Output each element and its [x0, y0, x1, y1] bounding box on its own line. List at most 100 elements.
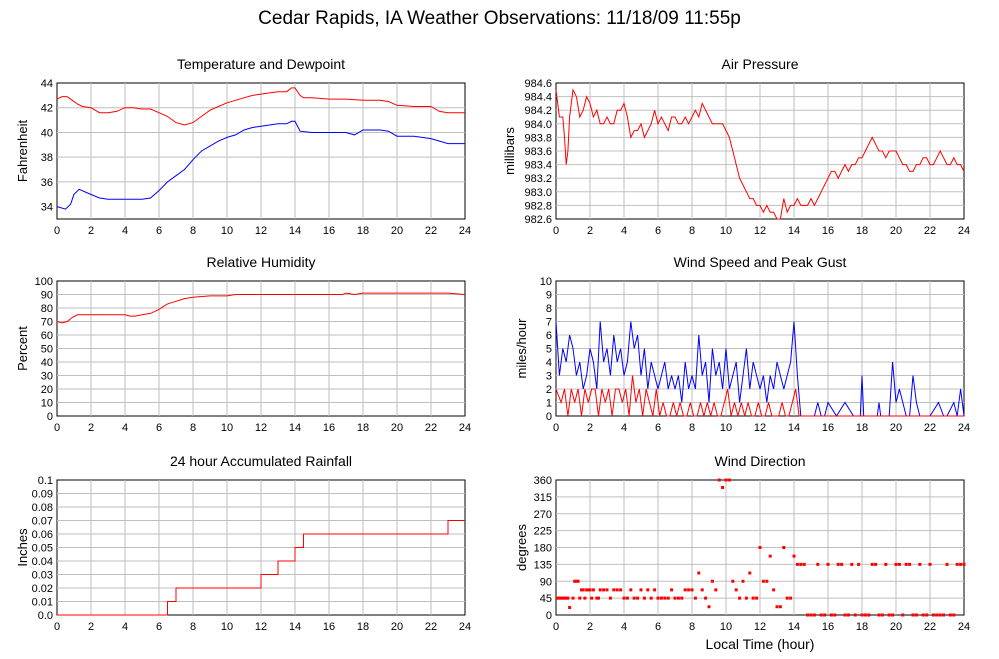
data-point: [656, 596, 660, 600]
data-point: [795, 562, 799, 566]
x-tick-label: 18: [856, 422, 868, 434]
x-tick-label: 8: [190, 225, 196, 237]
y-tick-label: 360: [534, 475, 552, 487]
y-tick-label: 984.4: [524, 92, 552, 104]
data-point: [573, 579, 577, 583]
data-point: [840, 562, 844, 566]
data-point: [758, 546, 762, 549]
data-point: [819, 613, 823, 617]
y-tick-label: 44: [41, 78, 53, 90]
data-point: [812, 613, 816, 617]
y-tick-label: 4: [546, 357, 552, 369]
data-point: [683, 588, 687, 592]
data-point: [867, 613, 871, 617]
chart-title: Temperature and Dewpoint: [177, 56, 345, 72]
x-tick-label: 0: [54, 621, 60, 633]
series-line: [56, 120, 465, 210]
data-point: [891, 613, 895, 617]
x-tick-label: 0: [553, 225, 559, 237]
x-tick-label: 16: [323, 225, 335, 237]
data-point: [938, 613, 942, 617]
x-tick-label: 20: [890, 422, 902, 434]
chart-title: Relative Humidity: [207, 254, 316, 270]
x-tick-label: 16: [323, 621, 335, 633]
x-tick-label: 8: [689, 621, 695, 633]
data-point: [755, 596, 759, 600]
x-tick-label: 10: [720, 422, 732, 434]
data-point: [717, 478, 721, 482]
data-point: [778, 605, 782, 609]
x-tick-label: 0: [553, 422, 559, 434]
data-point: [870, 562, 874, 566]
data-point: [642, 596, 646, 600]
x-tick-label: 6: [655, 422, 661, 434]
data-point: [823, 613, 827, 617]
x-tick-label: 6: [156, 422, 162, 434]
x-tick-label: 18: [856, 225, 868, 237]
data-point: [591, 588, 595, 592]
data-point: [744, 596, 748, 600]
y-tick-label: 0.05: [32, 543, 53, 555]
y-tick-label: 42: [41, 103, 53, 115]
data-point: [666, 596, 670, 600]
data-point: [741, 579, 745, 583]
y-tick-label: 0: [546, 610, 552, 622]
data-point: [653, 588, 657, 592]
data-point: [680, 596, 684, 600]
data-point: [918, 562, 922, 566]
y-tick-label: 983.6: [524, 146, 552, 158]
y-tick-label: 38: [41, 152, 53, 164]
data-point: [659, 596, 663, 600]
data-point: [608, 596, 612, 600]
chart-title: Wind Speed and Peak Gust: [674, 254, 847, 270]
data-point: [904, 562, 908, 566]
data-point: [901, 613, 905, 617]
data-point: [559, 596, 563, 600]
data-point: [615, 588, 619, 592]
x-tick-label: 14: [289, 621, 301, 633]
x-tick-label: 0: [553, 621, 559, 633]
y-tick-label: 225: [534, 526, 552, 538]
data-point: [622, 596, 626, 600]
data-point: [632, 596, 636, 600]
data-point: [586, 588, 590, 592]
data-point: [581, 588, 585, 592]
x-tick-label: 22: [924, 225, 936, 237]
y-tick-label: 45: [540, 593, 552, 605]
data-point: [887, 613, 891, 617]
data-point: [563, 596, 566, 600]
y-tick-label: 0: [546, 411, 552, 423]
x-tick-label: 24: [958, 621, 970, 633]
data-point: [727, 478, 731, 482]
y-tick-label: 5: [546, 344, 552, 356]
data-point: [721, 486, 725, 489]
x-tick-label: 22: [425, 225, 437, 237]
x-tick-label: 12: [255, 422, 267, 434]
y-tick-label: 40: [41, 357, 53, 369]
y-tick-label: 0.04: [32, 556, 53, 568]
series-line: [56, 87, 465, 126]
x-tick-label: 22: [425, 422, 437, 434]
data-point: [772, 588, 776, 592]
data-point: [751, 596, 755, 600]
data-point: [714, 588, 718, 592]
x-tick-label: 2: [88, 422, 94, 434]
y-tick-label: 80: [41, 303, 53, 315]
y-tick-label: 0.01: [32, 597, 53, 609]
data-point: [597, 596, 600, 600]
data-point: [625, 596, 629, 600]
data-point: [894, 562, 898, 566]
page-title: Cedar Rapids, IA Weather Observations: 1…: [258, 8, 741, 29]
x-tick-label: 22: [924, 422, 936, 434]
chart-title: 24 hour Accumulated Rainfall: [170, 453, 352, 469]
data-point: [738, 596, 742, 600]
x-tick-label: 8: [190, 422, 196, 434]
data-point: [710, 579, 714, 583]
data-point: [816, 562, 820, 566]
data-point: [566, 596, 570, 600]
data-point: [595, 596, 599, 600]
data-point: [925, 613, 929, 617]
x-tick-label: 10: [221, 621, 233, 633]
data-point: [590, 596, 594, 600]
x-tick-label: 4: [122, 225, 128, 237]
